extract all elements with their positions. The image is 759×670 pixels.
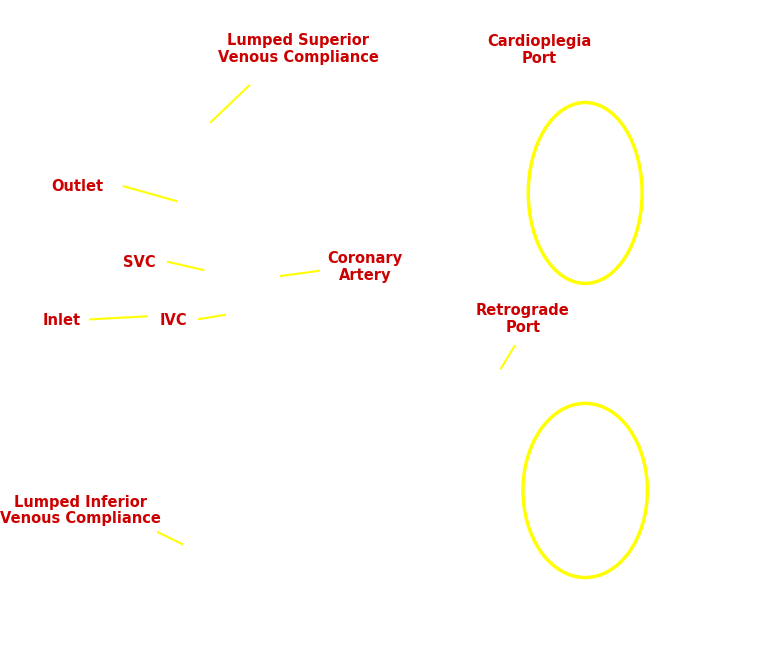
FancyBboxPatch shape: [320, 241, 411, 293]
Text: Retrograde
Port: Retrograde Port: [476, 303, 570, 335]
Text: Cardioplegia
Port: Cardioplegia Port: [487, 34, 592, 66]
FancyBboxPatch shape: [34, 302, 89, 340]
Text: Lumped Inferior
Venous Compliance: Lumped Inferior Venous Compliance: [0, 494, 161, 527]
FancyBboxPatch shape: [148, 302, 198, 340]
Text: Lumped Superior
Venous Compliance: Lumped Superior Venous Compliance: [218, 33, 379, 65]
FancyBboxPatch shape: [112, 243, 167, 283]
FancyBboxPatch shape: [39, 165, 115, 209]
FancyBboxPatch shape: [472, 15, 607, 85]
FancyBboxPatch shape: [467, 293, 579, 345]
FancyBboxPatch shape: [219, 13, 378, 85]
Text: IVC: IVC: [159, 314, 187, 328]
Text: Inlet: Inlet: [43, 314, 80, 328]
Text: SVC: SVC: [124, 255, 156, 270]
Text: Outlet: Outlet: [52, 180, 103, 194]
FancyBboxPatch shape: [4, 482, 157, 539]
Text: Coronary
Artery: Coronary Artery: [328, 251, 402, 283]
